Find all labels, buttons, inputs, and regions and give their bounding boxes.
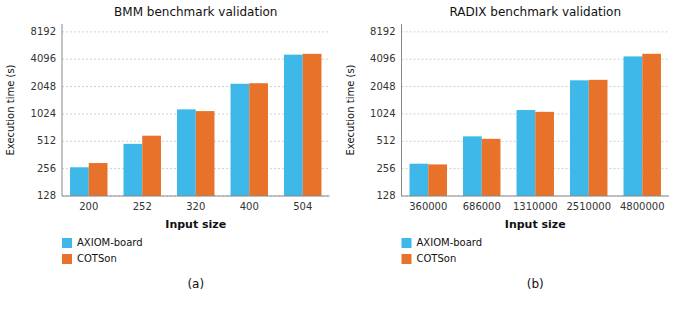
grid-line (402, 196, 670, 197)
bar (303, 54, 322, 196)
panel-label: (b) (527, 277, 544, 291)
figure: 128 256 512 1024 2048 4096 8192 200 252 320 400 504… (0, 0, 679, 331)
x-tick-label: 320 (186, 201, 205, 212)
title: BMM benchmark validation (114, 5, 277, 19)
title: RADIX benchmark validation (449, 5, 621, 19)
x-tick-label: 4800000 (620, 201, 665, 212)
bar (482, 139, 501, 196)
y-tick-label: 8192 (370, 26, 395, 37)
panel: 128 256 512 1024 2048 4096 8192 360000 686000 131… (345, 5, 670, 291)
x-tick-label: 400 (240, 201, 259, 212)
x-tick-label: 2510000 (566, 201, 611, 212)
bar (642, 54, 661, 196)
bar (410, 164, 429, 196)
grid-line (62, 196, 330, 197)
x-axis-label: Input size (505, 218, 566, 231)
legend-swatch (402, 238, 412, 248)
bar (89, 163, 108, 196)
bar (70, 167, 89, 196)
bar (231, 84, 250, 196)
x-axis-label: Input size (165, 218, 226, 231)
x-axis-line (62, 196, 330, 197)
bar (624, 56, 643, 196)
y-tick-label: 512 (37, 135, 56, 146)
bar (196, 111, 215, 196)
legend-swatch (62, 238, 72, 248)
bar (428, 164, 447, 196)
y-tick-label: 2048 (31, 81, 56, 92)
y-tick-label: 512 (376, 135, 395, 146)
bar (249, 83, 268, 196)
y-axis-label: Execution time (s) (345, 64, 356, 155)
grid-line (62, 31, 330, 32)
y-tick-label: 1024 (370, 108, 395, 119)
panel-label: (a) (187, 277, 204, 291)
panel: 128 256 512 1024 2048 4096 8192 200 252 320 400 504… (5, 5, 330, 291)
bars (70, 54, 321, 196)
legend-swatch (62, 254, 72, 264)
legend-label: AXIOM-board (77, 237, 143, 248)
y-tick-label: 4096 (31, 53, 56, 64)
y-tick-label: 256 (37, 163, 56, 174)
bar (535, 112, 554, 196)
bars (410, 54, 661, 196)
bar (142, 136, 161, 196)
bar (589, 80, 608, 196)
x-tick-label: 200 (79, 201, 98, 212)
bar (284, 55, 303, 196)
y-tick-label: 4096 (370, 53, 395, 64)
bar (177, 109, 196, 196)
bar (517, 110, 536, 196)
y-tick-label: 1024 (31, 108, 56, 119)
grid-line (402, 31, 670, 32)
y-tick-label: 128 (37, 190, 56, 201)
x-tick-label: 686000 (463, 201, 501, 212)
x-tick-label: 252 (133, 201, 152, 212)
x-tick-label: 360000 (409, 201, 447, 212)
y-tick-label: 8192 (31, 26, 56, 37)
legend-swatch (402, 254, 412, 264)
y-tick-label: 2048 (370, 81, 395, 92)
x-tick-label: 1310000 (513, 201, 558, 212)
bar (124, 144, 143, 196)
legend-label: AXIOM-board (417, 237, 483, 248)
y-tick-label: 128 (376, 190, 395, 201)
x-axis-line (402, 196, 670, 197)
y-axis-line (62, 24, 63, 196)
legend: AXIOM-board COTSon (62, 237, 143, 264)
x-tick-label: 504 (293, 201, 312, 212)
legend: AXIOM-board COTSon (402, 237, 483, 264)
y-axis-line (401, 24, 402, 196)
bar (570, 80, 589, 196)
legend-label: COTSon (417, 253, 457, 264)
legend-label: COTSon (77, 253, 117, 264)
y-tick-label: 256 (376, 163, 395, 174)
bar (463, 136, 482, 196)
y-axis-label: Execution time (s) (5, 64, 16, 155)
